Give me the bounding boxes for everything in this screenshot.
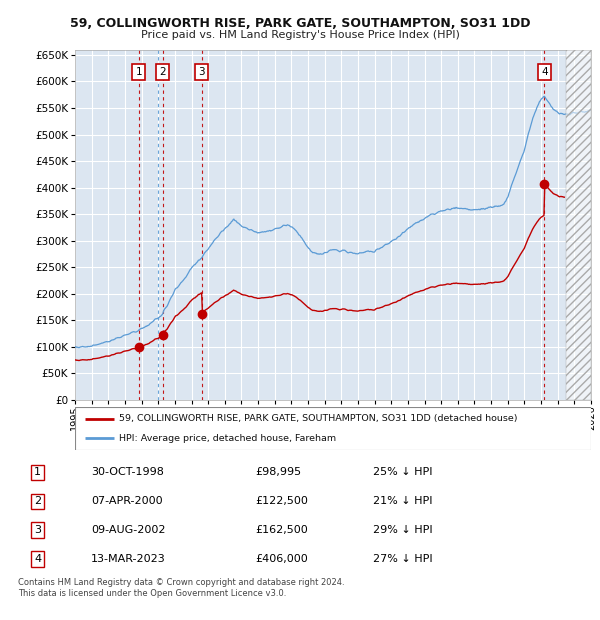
Text: 4: 4 — [541, 67, 548, 77]
FancyBboxPatch shape — [75, 407, 591, 450]
Text: 2: 2 — [160, 67, 166, 77]
Text: 13-MAR-2023: 13-MAR-2023 — [91, 554, 166, 564]
Text: 21% ↓ HPI: 21% ↓ HPI — [373, 496, 433, 507]
Text: 27% ↓ HPI: 27% ↓ HPI — [373, 554, 433, 564]
Text: Price paid vs. HM Land Registry's House Price Index (HPI): Price paid vs. HM Land Registry's House … — [140, 30, 460, 40]
Text: 4: 4 — [34, 554, 41, 564]
Text: 59, COLLINGWORTH RISE, PARK GATE, SOUTHAMPTON, SO31 1DD (detached house): 59, COLLINGWORTH RISE, PARK GATE, SOUTHA… — [119, 414, 517, 423]
Text: 59, COLLINGWORTH RISE, PARK GATE, SOUTHAMPTON, SO31 1DD: 59, COLLINGWORTH RISE, PARK GATE, SOUTHA… — [70, 17, 530, 30]
Text: 30-OCT-1998: 30-OCT-1998 — [91, 467, 164, 477]
Text: 3: 3 — [199, 67, 205, 77]
Text: 09-AUG-2002: 09-AUG-2002 — [91, 525, 166, 535]
Text: £406,000: £406,000 — [255, 554, 308, 564]
Text: £98,995: £98,995 — [255, 467, 301, 477]
Text: £122,500: £122,500 — [255, 496, 308, 507]
Text: HPI: Average price, detached house, Fareham: HPI: Average price, detached house, Fare… — [119, 433, 336, 443]
Text: 29% ↓ HPI: 29% ↓ HPI — [373, 525, 433, 535]
Text: 1: 1 — [136, 67, 142, 77]
Text: Contains HM Land Registry data © Crown copyright and database right 2024.: Contains HM Land Registry data © Crown c… — [18, 578, 344, 587]
Text: 07-APR-2000: 07-APR-2000 — [91, 496, 163, 507]
Text: 3: 3 — [34, 525, 41, 535]
Text: This data is licensed under the Open Government Licence v3.0.: This data is licensed under the Open Gov… — [18, 589, 286, 598]
Text: £162,500: £162,500 — [255, 525, 308, 535]
Text: 2: 2 — [34, 496, 41, 507]
Text: 1: 1 — [34, 467, 41, 477]
Text: 25% ↓ HPI: 25% ↓ HPI — [373, 467, 433, 477]
